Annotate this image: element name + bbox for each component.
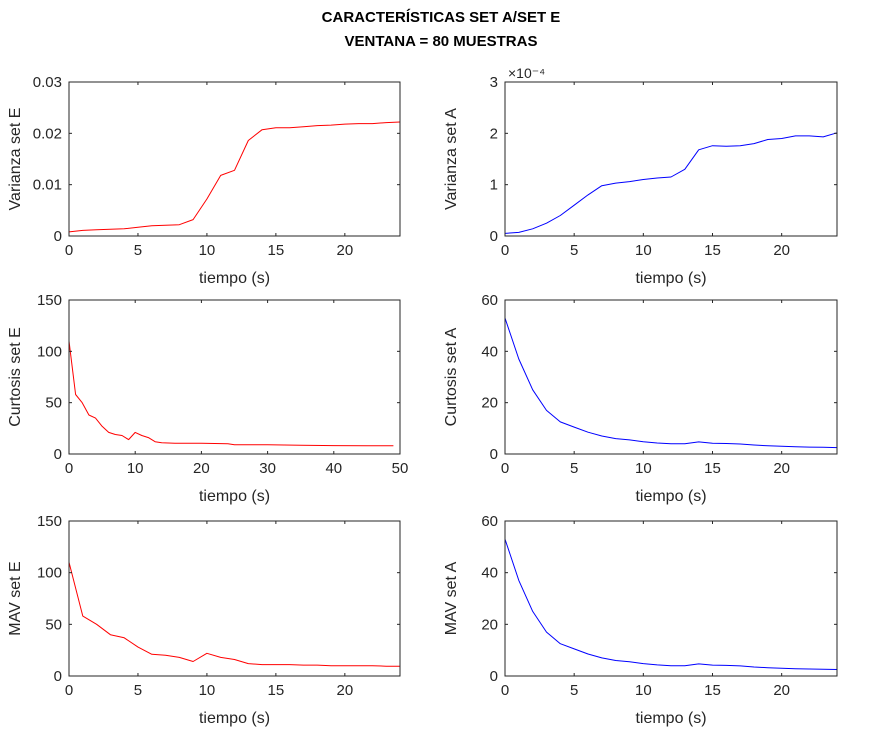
x-tick-label: 0 [501, 242, 509, 259]
x-tick-label: 5 [570, 682, 578, 699]
subplot-curt-a: 0 5 10 15 20 0 20 40 60 tiempo (s) Curtosis set A [443, 292, 838, 505]
y-axis-label-var-a: Varianza set A [443, 108, 460, 210]
x-tick-label: 20 [336, 682, 353, 699]
x-tick-label: 15 [704, 682, 721, 699]
y-axis-exponent-var-a: ×10⁻⁴ [508, 65, 545, 81]
series-line-var-a [504, 132, 838, 234]
y-tick-label: 0 [490, 228, 498, 245]
y-axis-label-curt-a: Curtosis set A [443, 327, 460, 426]
y-tick-label: 0 [490, 446, 498, 463]
x-tick-label: 10 [127, 460, 144, 477]
x-tick-label: 10 [635, 460, 652, 477]
y-axis-label-mav-a: MAV set A [443, 561, 460, 635]
figure-title-line-1: CARACTERÍSTICAS SET A/SET E [321, 9, 561, 26]
series-line-curt-a [504, 317, 838, 449]
x-tick-label: 15 [268, 242, 285, 259]
x-axis-label-curt-a: tiempo (s) [635, 488, 706, 505]
y-tick-label: 50 [45, 395, 62, 412]
x-tick-label: 5 [570, 242, 578, 259]
x-tick-label: 5 [134, 682, 142, 699]
x-tick-label: 10 [635, 682, 652, 699]
figure-title-line-2: VENTANA = 80 MUESTRAS [344, 33, 538, 50]
y-tick-label: 1 [490, 177, 498, 194]
y-tick-label: 100 [37, 343, 62, 360]
x-tick-label: 5 [570, 460, 578, 477]
axes-box-var-a [504, 81, 838, 237]
series-line-mav-a [504, 538, 838, 670]
x-tick-label: 30 [259, 460, 276, 477]
y-tick-label: 20 [481, 395, 498, 412]
x-tick-label: 20 [336, 242, 353, 259]
x-tick-label: 20 [773, 460, 790, 477]
x-tick-label: 20 [773, 682, 790, 699]
series-line-curt-e [68, 341, 394, 447]
x-tick-label: 0 [65, 242, 73, 259]
axes-box-curt-a [504, 299, 838, 455]
y-tick-label: 20 [481, 616, 498, 633]
y-tick-label: 0.01 [33, 177, 62, 194]
x-tick-label: 50 [392, 460, 409, 477]
axes-box-mav-a [504, 520, 838, 677]
x-axis-label-curt-e: tiempo (s) [199, 488, 270, 505]
y-tick-label: 40 [481, 565, 498, 582]
axes-box-var-e [68, 81, 401, 237]
y-tick-label: 3 [490, 74, 498, 91]
x-axis-label-mav-e: tiempo (s) [199, 710, 270, 727]
y-tick-label: 150 [37, 513, 62, 530]
y-tick-label: 0 [54, 228, 62, 245]
axes-box-curt-e [68, 299, 401, 455]
y-axis-label-var-e: Varianza set E [7, 108, 24, 211]
y-tick-label: 60 [481, 513, 498, 530]
x-axis-label-var-a: tiempo (s) [635, 270, 706, 287]
x-tick-label: 20 [193, 460, 210, 477]
x-tick-label: 15 [704, 460, 721, 477]
y-tick-label: 50 [45, 616, 62, 633]
y-axis-label-curt-e: Curtosis set E [7, 327, 24, 427]
x-tick-label: 10 [199, 682, 216, 699]
x-tick-label: 10 [635, 242, 652, 259]
x-tick-label: 0 [65, 460, 73, 477]
x-tick-label: 10 [199, 242, 216, 259]
subplot-var-a: 0 5 10 15 20 0 1 2 3 tiempo (s) Varianza set A ×10⁻… [443, 65, 838, 287]
x-axis-label-mav-a: tiempo (s) [635, 710, 706, 727]
subplot-mav-a: 0 5 10 15 20 0 20 40 60 tiempo (s) MAV set A [443, 513, 838, 727]
x-tick-label: 40 [325, 460, 342, 477]
y-tick-label: 2 [490, 125, 498, 142]
x-tick-label: 0 [501, 460, 509, 477]
y-tick-label: 40 [481, 343, 498, 360]
y-tick-label: 60 [481, 292, 498, 309]
y-tick-label: 0 [54, 668, 62, 685]
y-tick-label: 0.03 [33, 74, 62, 91]
subplot-mav-e: 0 5 10 15 20 0 50 100 150 tiempo (s) MAV set E [7, 513, 401, 727]
series-line-var-e [68, 121, 401, 233]
x-tick-label: 15 [704, 242, 721, 259]
y-tick-label: 100 [37, 565, 62, 582]
x-tick-label: 0 [65, 682, 73, 699]
y-tick-label: 150 [37, 292, 62, 309]
y-axis-label-mav-e: MAV set E [7, 561, 24, 635]
x-axis-label-var-e: tiempo (s) [199, 270, 270, 287]
x-tick-label: 5 [134, 242, 142, 259]
series-line-mav-e [68, 562, 400, 667]
x-tick-label: 0 [501, 682, 509, 699]
subplot-curt-e: 0 10 20 30 40 50 0 50 100 150 tiempo (s) Curtosis s… [7, 292, 408, 505]
y-tick-label: 0 [490, 668, 498, 685]
x-tick-label: 15 [268, 682, 285, 699]
subplot-var-e: 0 5 10 15 20 0 0.01 0.02 0.03 tiempo (s) Varianza … [7, 74, 401, 287]
y-tick-label: 0.02 [33, 125, 62, 142]
x-tick-label: 20 [773, 242, 790, 259]
y-tick-label: 0 [54, 446, 62, 463]
axes-box-mav-e [68, 520, 401, 677]
